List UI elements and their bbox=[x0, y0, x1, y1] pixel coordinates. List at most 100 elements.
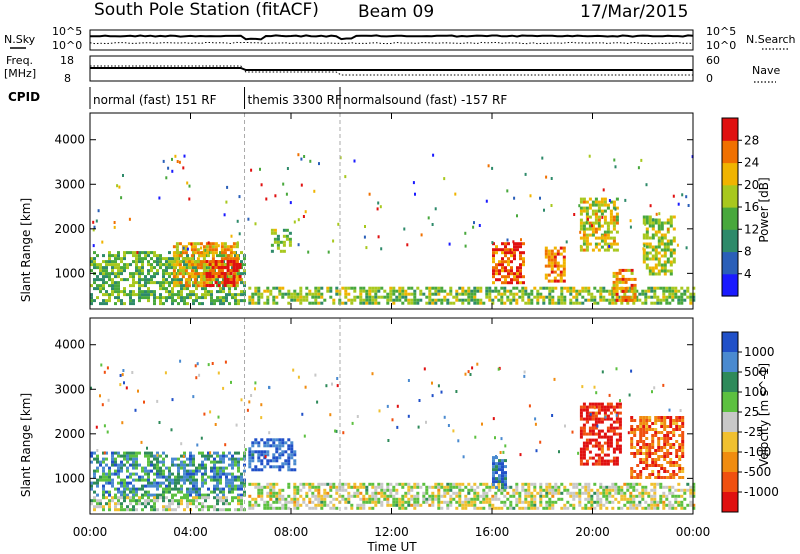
echo-cell bbox=[632, 497, 636, 501]
echo-cell bbox=[482, 506, 486, 510]
echo-cell bbox=[559, 273, 563, 277]
echo-cell bbox=[509, 494, 513, 498]
echo-cell bbox=[93, 490, 96, 494]
echo-cell bbox=[189, 502, 192, 506]
echo-cell bbox=[464, 500, 468, 504]
echo-cell bbox=[479, 500, 483, 504]
echo-cell bbox=[272, 453, 276, 457]
echo-cell bbox=[374, 497, 378, 501]
echo-cell bbox=[156, 475, 159, 479]
echo-cell bbox=[504, 480, 507, 484]
echo-cell bbox=[272, 488, 276, 492]
echo-cell bbox=[519, 242, 522, 246]
echo-cell bbox=[550, 255, 554, 259]
echo-cell bbox=[560, 289, 564, 293]
echo-cell bbox=[605, 506, 609, 510]
echo-cell bbox=[177, 475, 180, 479]
echo-cell bbox=[211, 254, 215, 258]
echo-cell bbox=[107, 398, 110, 402]
echo-cell bbox=[194, 364, 197, 368]
echo-cell bbox=[611, 301, 615, 305]
echo-cell bbox=[365, 500, 369, 504]
echo-cell bbox=[359, 482, 363, 486]
echo-cell bbox=[594, 197, 598, 201]
echo-cell bbox=[686, 482, 690, 486]
echo-cell bbox=[368, 298, 372, 302]
echo-cell bbox=[350, 298, 354, 302]
echo-cell bbox=[168, 275, 171, 279]
echo-cell bbox=[668, 503, 672, 507]
echo-cell bbox=[669, 224, 673, 228]
echo-cell bbox=[669, 446, 673, 449]
echo-cell bbox=[644, 491, 648, 495]
echo-cell bbox=[591, 432, 595, 436]
echo-cell bbox=[365, 488, 369, 492]
echo-cell bbox=[201, 481, 204, 485]
echo-cell bbox=[240, 293, 243, 297]
echo-cell bbox=[392, 286, 396, 290]
echo-cell bbox=[368, 292, 372, 296]
echo-cell bbox=[599, 289, 603, 293]
echo-cell bbox=[147, 296, 150, 300]
echo-cell bbox=[665, 494, 669, 498]
echo-cell bbox=[648, 245, 652, 249]
echo-cell bbox=[668, 289, 672, 293]
echo-cell bbox=[195, 299, 198, 303]
echo-cell bbox=[93, 225, 96, 229]
echo-cell bbox=[278, 444, 282, 448]
echo-cell bbox=[654, 251, 658, 255]
echo-cell bbox=[440, 390, 443, 394]
echo-cell bbox=[174, 299, 177, 303]
echo-cell bbox=[615, 206, 619, 210]
echo-cell bbox=[683, 506, 687, 510]
echo-cell bbox=[585, 239, 589, 243]
echo-cell bbox=[240, 299, 243, 303]
echo-cell bbox=[180, 490, 183, 494]
echo-cell bbox=[630, 470, 634, 473]
echo-cell bbox=[225, 254, 228, 258]
echo-cell bbox=[347, 497, 351, 501]
echo-cell bbox=[193, 251, 197, 255]
echo-cell bbox=[332, 301, 336, 305]
echo-cell bbox=[639, 428, 643, 431]
echo-cell bbox=[129, 290, 132, 294]
echo-cell bbox=[93, 505, 96, 509]
echo-cell bbox=[278, 494, 282, 498]
echo-cell bbox=[189, 499, 192, 503]
echo-cell bbox=[659, 500, 663, 504]
echo-cell bbox=[153, 302, 156, 306]
echo-cell bbox=[356, 491, 360, 495]
echo-cell bbox=[579, 453, 583, 457]
echo-cell bbox=[229, 254, 233, 258]
echo-cell bbox=[612, 215, 616, 219]
echo-cell bbox=[642, 242, 646, 246]
nave-label: Nave bbox=[752, 64, 780, 77]
echo-cell bbox=[362, 301, 366, 305]
echo-cell bbox=[492, 257, 495, 261]
echo-cell bbox=[653, 494, 657, 498]
echo-cell bbox=[401, 497, 405, 501]
echo-cell bbox=[240, 251, 243, 255]
echo-cell bbox=[588, 441, 592, 445]
echo-cell bbox=[126, 505, 129, 509]
echo-cell bbox=[680, 298, 684, 302]
echo-cell bbox=[311, 301, 315, 305]
echo-cell bbox=[272, 482, 276, 486]
echo-cell bbox=[389, 292, 393, 296]
echo-cell bbox=[377, 491, 381, 495]
echo-cell bbox=[96, 466, 99, 470]
echo-cell bbox=[132, 302, 135, 306]
echo-cell bbox=[219, 499, 222, 503]
echo-cell bbox=[93, 251, 96, 255]
echo-cell bbox=[159, 493, 162, 497]
echo-cell bbox=[535, 449, 538, 453]
echo-cell bbox=[339, 156, 342, 160]
echo-cell bbox=[656, 301, 660, 305]
echo-cell bbox=[689, 494, 693, 498]
echo-cell bbox=[623, 503, 627, 507]
echo-cell bbox=[225, 466, 228, 470]
echo-cell bbox=[663, 242, 667, 246]
echo-cell bbox=[632, 488, 636, 492]
echo-cell bbox=[216, 496, 219, 500]
echo-cell bbox=[605, 494, 609, 498]
